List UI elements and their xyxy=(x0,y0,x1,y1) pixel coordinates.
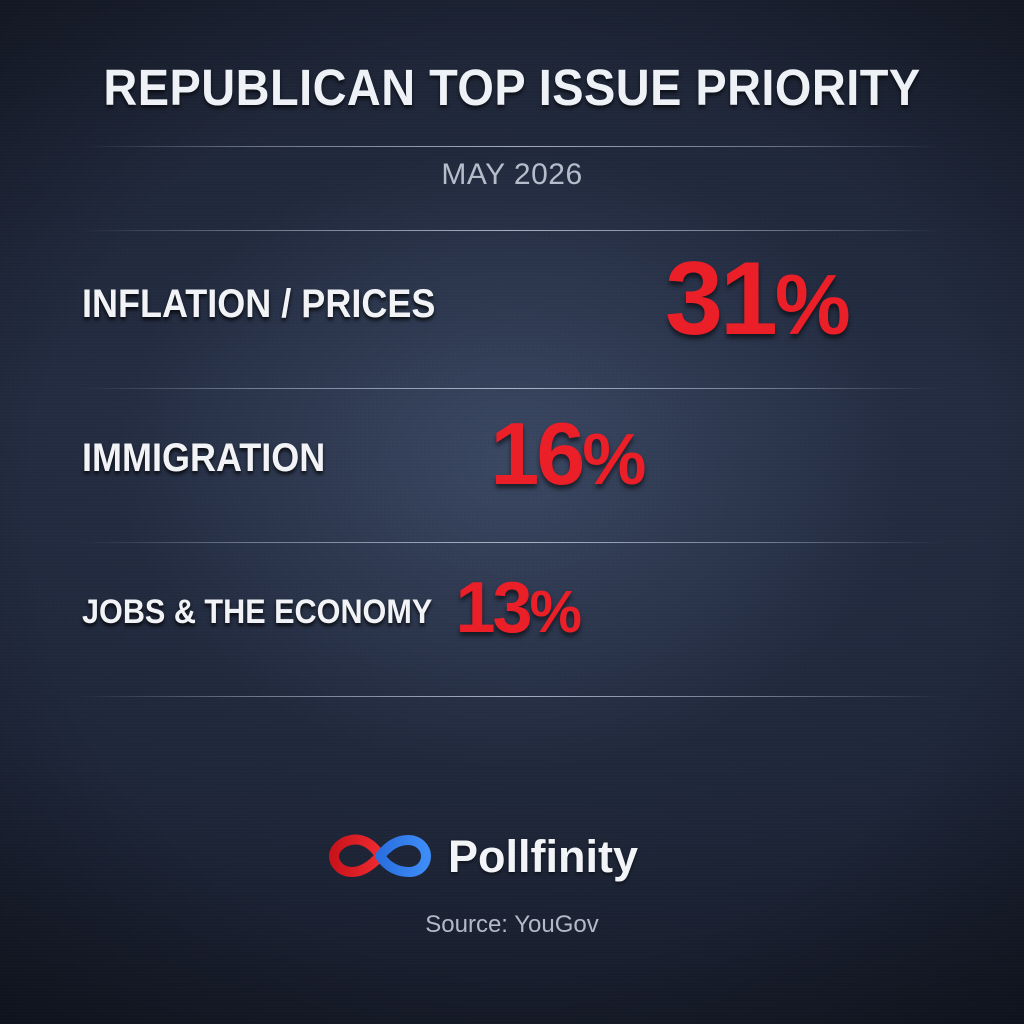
chart-row: JOBS & THE ECONOMY 13% xyxy=(0,544,1024,696)
chart-subtitle: MAY 2026 xyxy=(441,158,583,191)
source-note: Source: YouGov xyxy=(425,911,599,938)
value-label: 31% xyxy=(665,240,851,357)
value-label: 16% xyxy=(490,403,647,503)
row-divider xyxy=(80,388,944,389)
category-label: IMMIGRATION xyxy=(82,436,326,480)
title-divider xyxy=(80,146,944,147)
row-divider xyxy=(80,542,944,543)
brand-logo: Pollfinity xyxy=(324,826,638,886)
chart-title: REPUBLICAN TOP ISSUE PRIORITY xyxy=(103,59,921,116)
infinity-logo-icon xyxy=(328,834,432,878)
header-divider xyxy=(80,230,944,231)
value-label: 13% xyxy=(455,568,583,649)
category-label: JOBS & THE ECONOMY xyxy=(82,593,433,631)
chart-row: INFLATION / PRICES 31% xyxy=(0,232,1024,388)
chart-row: IMMIGRATION 16% xyxy=(0,390,1024,542)
brand-name: Pollfinity xyxy=(448,830,638,882)
category-label: INFLATION / PRICES xyxy=(82,282,436,326)
row-divider xyxy=(80,696,944,697)
